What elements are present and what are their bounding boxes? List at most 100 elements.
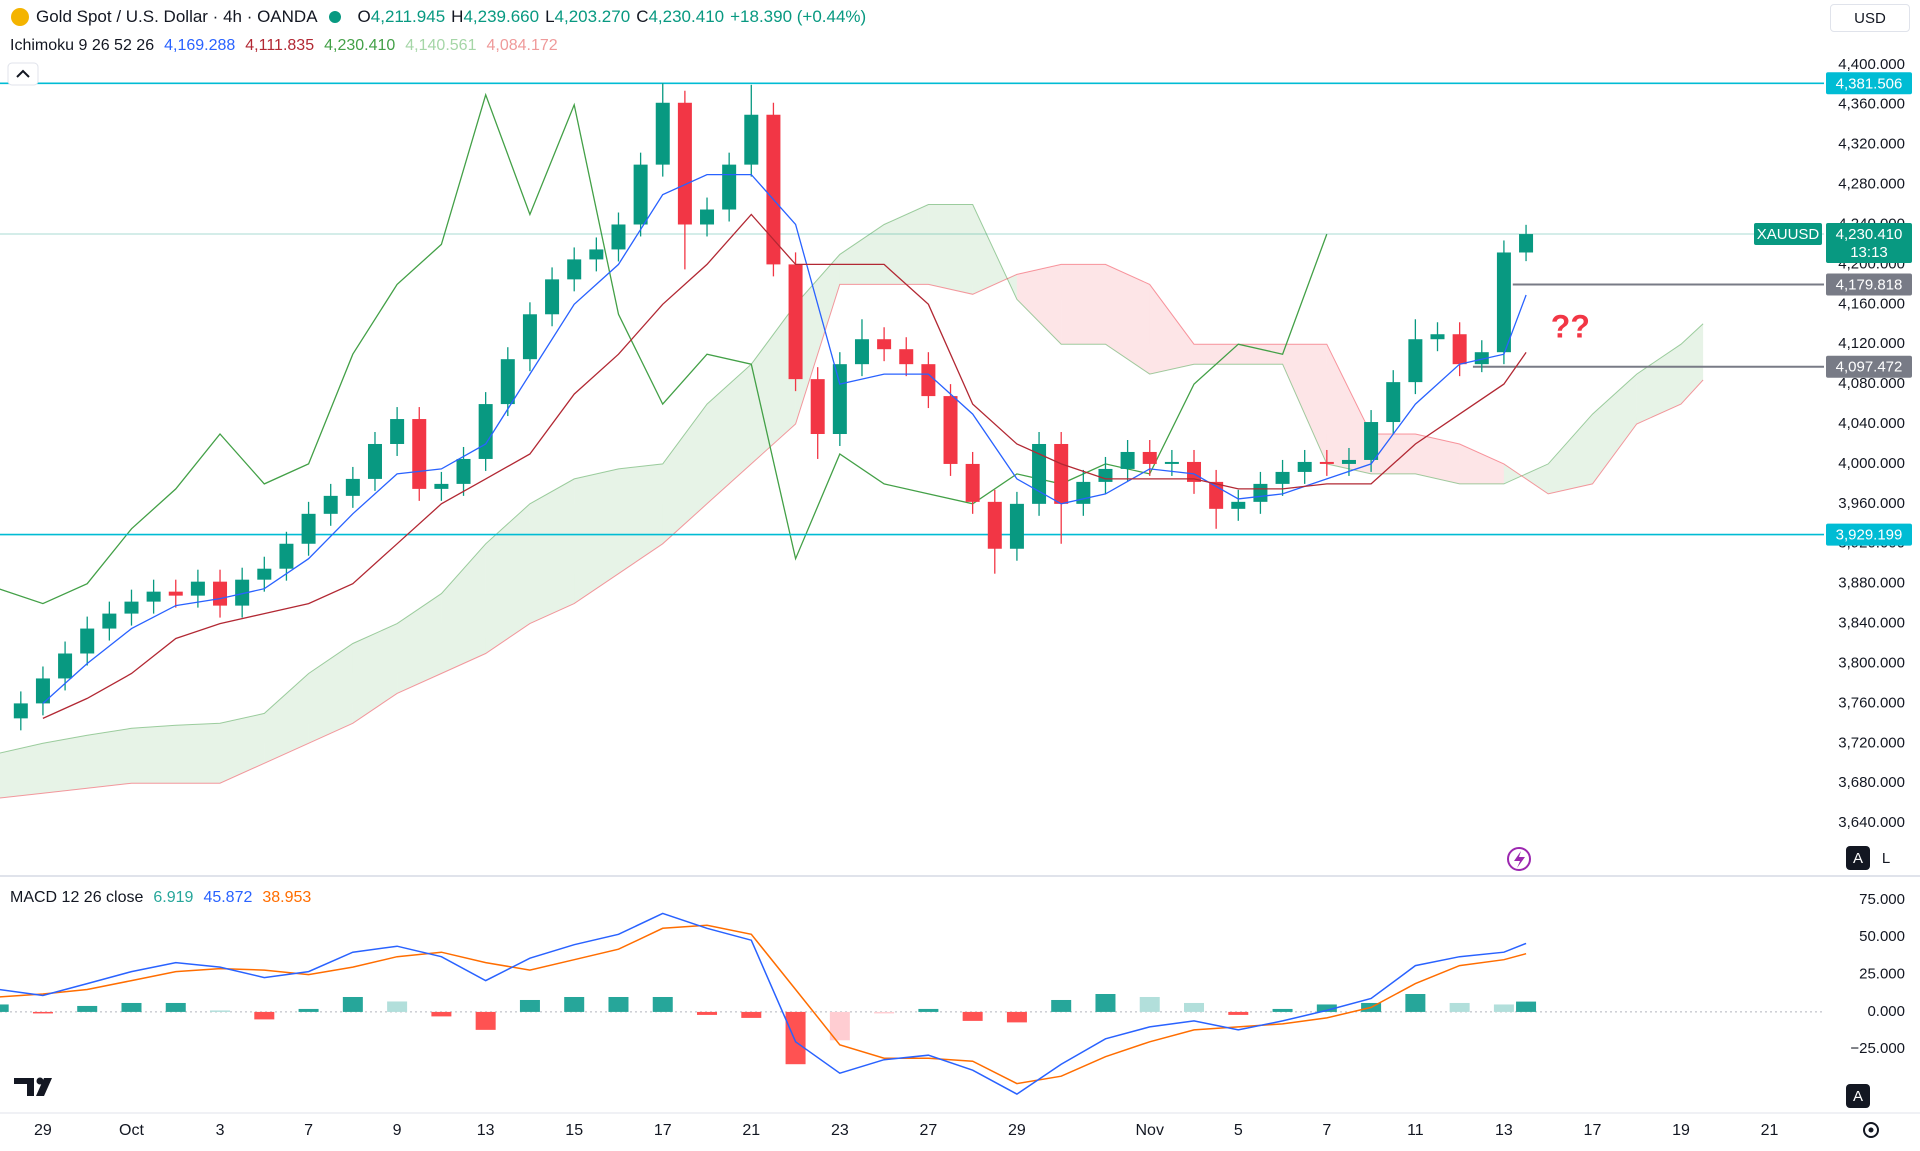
alert-icon[interactable]: [1507, 847, 1531, 871]
settings-icon[interactable]: [1863, 1122, 1879, 1138]
candle-body: [1275, 471, 1290, 484]
auto-scale-text: A: [1853, 850, 1863, 867]
y-tick-label: 3,640.000: [1838, 814, 1905, 831]
histogram-bar: [387, 1001, 408, 1012]
symbol-icon-circle: [11, 8, 29, 26]
candle-body: [1430, 334, 1445, 340]
market-status: [328, 11, 341, 23]
candle-body: [1142, 451, 1157, 464]
conversion-line: [42, 173, 1527, 704]
candle-body: [987, 501, 1002, 549]
symbol-header: Gold Spot / U.S. Dollar · 4h · OANDA O4,…: [10, 4, 866, 30]
last-price-label: 4,230.410: [1836, 226, 1903, 243]
candle-body: [700, 209, 715, 225]
indicator-value: 4,084.172: [486, 37, 558, 54]
cloud-fill: [662, 404, 707, 544]
candle-body: [788, 264, 803, 380]
histogram-bar: [1493, 1004, 1514, 1012]
candle-body: [190, 581, 205, 596]
base-line: [42, 213, 1527, 719]
candle-body: [1364, 422, 1379, 460]
candle-body: [367, 443, 382, 479]
candle-body: [545, 279, 560, 315]
histogram-bar: [475, 1011, 496, 1030]
candle-body: [744, 114, 759, 165]
histogram-bar: [121, 1002, 142, 1012]
candle-body: [1187, 461, 1202, 482]
candle-body: [124, 601, 139, 614]
y-tick-label: 3,960.000: [1838, 495, 1905, 512]
signal-line: [0, 924, 1527, 1085]
cloud-fill: [485, 503, 530, 654]
ohlc-key: L: [545, 7, 555, 26]
histogram-bar: [1051, 999, 1072, 1012]
symbol-tag-bg: [1754, 223, 1822, 246]
level-label-bg: [1826, 72, 1912, 95]
candle-body: [522, 314, 537, 360]
candle-body: [146, 591, 161, 602]
candle-body: [1341, 459, 1356, 464]
symbol-title[interactable]: Gold Spot / U.S. Dollar · 4h · OANDA: [36, 7, 318, 26]
candle-body: [1452, 334, 1467, 365]
candle-body: [412, 419, 427, 489]
level-label: 4,179.818: [1836, 277, 1903, 294]
candle-body: [301, 513, 316, 544]
candle-body: [323, 495, 338, 514]
candle-body: [766, 114, 781, 265]
cloud-fill: [884, 204, 929, 285]
indicator-label[interactable]: Ichimoku 9 26 52 26: [10, 37, 155, 54]
candle-body: [345, 478, 360, 496]
level-label: 4,381.506: [1836, 75, 1903, 92]
histogram-bar: [165, 1002, 186, 1012]
currency-button[interactable]: USD: [1830, 4, 1910, 32]
ohlc-value: 4,230.410: [648, 7, 725, 26]
y-tick-label: 3,880.000: [1838, 575, 1905, 592]
settings-dot: [1868, 1127, 1874, 1133]
ohlc-value: 4,211.945: [370, 7, 446, 26]
cloud-fill: [707, 364, 752, 504]
x-tick-label: 11: [1407, 1122, 1424, 1139]
candle-body: [1386, 382, 1401, 423]
candle-body: [213, 581, 228, 606]
candle-body: [1164, 461, 1179, 464]
level-label: 3,929.199: [1836, 527, 1903, 544]
x-tick-label: 9: [393, 1122, 402, 1139]
cloud-fill: [264, 673, 309, 764]
auto-scale-button[interactable]: [1846, 846, 1870, 870]
candle-body: [877, 339, 892, 350]
candle-body: [1253, 483, 1268, 502]
y-tick-label: 3,800.000: [1838, 654, 1905, 671]
y-tick-label: 4,360.000: [1838, 96, 1905, 113]
symbol-tag: XAUUSD: [1757, 226, 1820, 243]
candle-body: [390, 419, 405, 444]
cloud-fill: [1415, 434, 1460, 484]
candle-body: [899, 349, 914, 365]
cloud-fill: [131, 725, 176, 784]
macd-label[interactable]: MACD 12 26 close: [10, 889, 144, 906]
indicator-value: 4,169.288: [164, 37, 236, 54]
x-tick-label: 23: [831, 1122, 849, 1139]
candle-body: [589, 249, 604, 260]
cloud-fill: [1326, 344, 1372, 474]
span-b-line: [0, 263, 1704, 799]
cloud-fill: [175, 723, 220, 784]
y-tick-label: 0.000: [1867, 1003, 1905, 1020]
y-tick-label: 4,160.000: [1838, 295, 1905, 312]
cloud-fill: [1459, 444, 1504, 484]
x-tick-label: Nov: [1136, 1122, 1164, 1139]
log-scale-button[interactable]: L: [1882, 850, 1890, 867]
cloud-fill: [574, 468, 619, 604]
histogram-bar: [1228, 1011, 1249, 1015]
x-tick-label: 29: [1008, 1122, 1026, 1139]
auto-scale-button[interactable]: [1846, 1084, 1870, 1108]
cloud-fill: [529, 478, 575, 624]
logo[interactable]: [14, 1078, 52, 1096]
candle-body: [35, 678, 50, 704]
macd-legend: MACD 12 26 close 6.919 45.872 38.953: [10, 886, 311, 910]
collapse-button[interactable]: [7, 62, 39, 86]
y-tick-label: 3,680.000: [1838, 774, 1905, 791]
y-tick-label: 50.000: [1859, 928, 1905, 945]
